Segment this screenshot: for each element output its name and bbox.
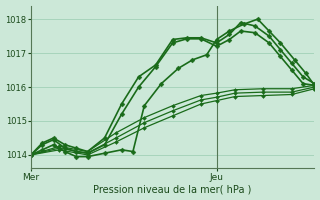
X-axis label: Pression niveau de la mer( hPa ): Pression niveau de la mer( hPa ): [93, 184, 252, 194]
